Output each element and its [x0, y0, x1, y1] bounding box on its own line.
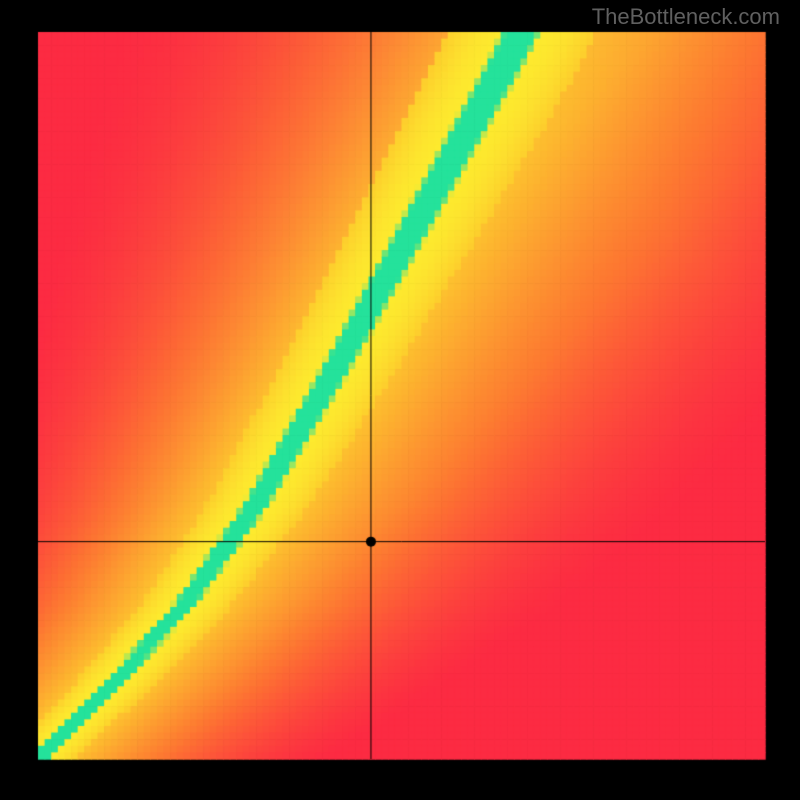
watermark-text: TheBottleneck.com: [592, 4, 780, 30]
bottleneck-heatmap: [0, 0, 800, 800]
